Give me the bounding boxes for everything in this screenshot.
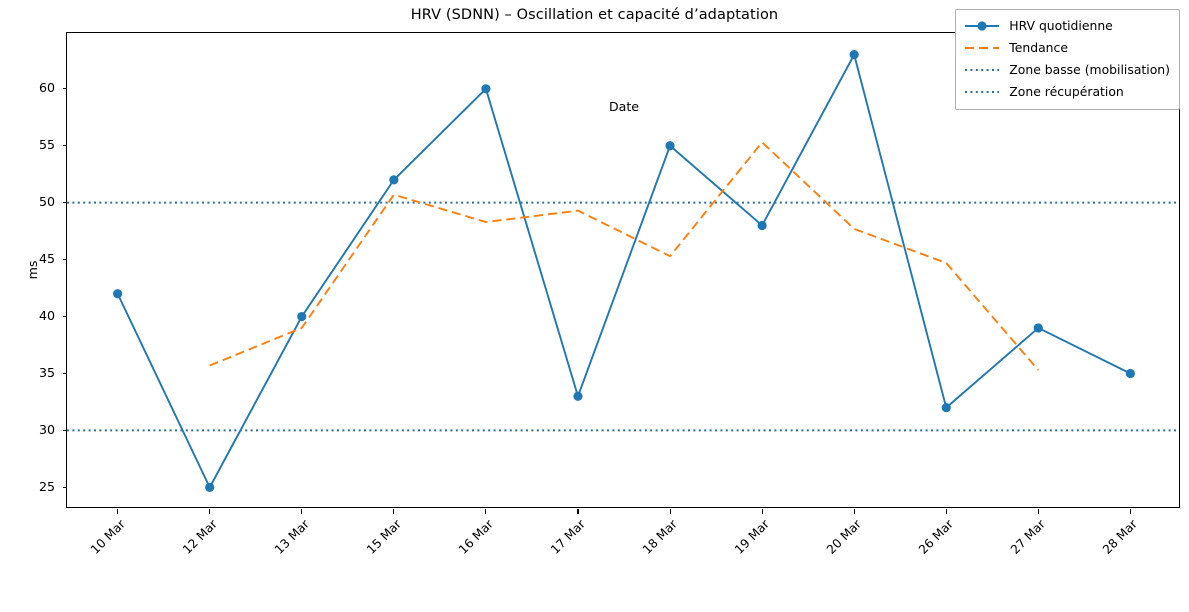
y-tick-mark xyxy=(62,372,67,375)
x-tick-label: 18 Mar xyxy=(640,517,680,557)
data-point-marker xyxy=(113,289,123,299)
y-tick-label: 40 xyxy=(38,308,55,324)
y-tick-label: 45 xyxy=(38,251,55,267)
legend-marker xyxy=(977,21,987,31)
x-tick-label: 20 Mar xyxy=(824,517,865,557)
x-tick-label: 10 Mar xyxy=(87,517,128,557)
x-tick-label: 19 Mar xyxy=(732,517,772,557)
x-tick-label: 12 Mar xyxy=(179,517,220,557)
y-tick-label: 25 xyxy=(38,478,55,494)
y-tick-label: 50 xyxy=(38,194,55,210)
plot-clip xyxy=(67,33,1179,507)
y-tick-mark xyxy=(62,259,67,261)
x-tick-mark xyxy=(117,509,119,514)
legend-swatch xyxy=(964,19,1000,33)
legend-label: Zone basse (mobilisation) xyxy=(1009,61,1170,77)
y-tick-label: 55 xyxy=(38,137,55,153)
x-tick-label: 13 Mar xyxy=(271,517,312,557)
x-tick-mark xyxy=(301,509,303,514)
y-tick-mark xyxy=(62,316,67,318)
legend-item[interactable]: Zone récupération xyxy=(964,81,1170,103)
y-tick-mark xyxy=(62,88,67,90)
data-point-marker xyxy=(941,403,951,413)
x-axis-label: Date xyxy=(608,99,640,114)
x-tick-mark xyxy=(761,509,763,514)
y-tick-mark xyxy=(62,429,67,432)
x-tick-mark xyxy=(853,509,855,514)
legend-swatch xyxy=(964,41,1000,55)
x-tick-mark xyxy=(1129,509,1131,514)
data-point-marker xyxy=(389,175,399,185)
y-tick-mark xyxy=(62,202,67,204)
x-tick-label: 28 Mar xyxy=(1100,517,1141,557)
legend-label: HRV quotidienne xyxy=(1009,17,1113,33)
data-point-marker xyxy=(297,311,307,322)
legend-item[interactable]: Zone basse (mobilisation) xyxy=(964,59,1170,81)
x-tick-mark xyxy=(393,509,395,514)
x-tick-label: 26 Mar xyxy=(916,517,957,557)
legend-label: Tendance xyxy=(1009,39,1068,55)
legend-swatch xyxy=(964,63,1000,77)
legend-item[interactable]: Tendance xyxy=(964,37,1170,59)
data-point-marker xyxy=(573,391,583,401)
data-point-marker xyxy=(1125,368,1135,379)
data-point-marker xyxy=(205,482,215,492)
plot-svg xyxy=(67,50,1179,492)
x-tick-label: 17 Mar xyxy=(547,517,588,557)
y-tick-label: 60 xyxy=(38,80,55,96)
x-tick-mark xyxy=(945,509,947,514)
chart-figure: HRV (SDNN) – Oscillation et capacité d’a… xyxy=(25,7,1180,557)
data-point-marker xyxy=(1033,323,1043,333)
plot-area: ms 25 30 35 40 45 50 55 60 10 Mar 12 Mar 13 Mar 15… xyxy=(25,32,1180,557)
x-tick-mark xyxy=(1037,509,1039,514)
y-tick-mark xyxy=(62,145,67,147)
x-tick-label: 27 Mar xyxy=(1008,517,1049,557)
x-tick-mark xyxy=(485,509,487,514)
legend-label: Zone récupération xyxy=(1009,83,1124,99)
x-tick-mark xyxy=(577,509,579,514)
chart-legend: HRV quotidienne Tendance Zone basse (mobil… xyxy=(955,9,1180,110)
x-tick-label: 16 Mar xyxy=(455,517,496,557)
data-point-marker xyxy=(665,141,675,151)
series-line xyxy=(116,53,1131,489)
legend-item[interactable]: HRV quotidienne xyxy=(964,15,1170,37)
y-tick-mark xyxy=(62,486,67,488)
data-point-marker xyxy=(849,50,859,60)
x-tick-mark xyxy=(209,509,211,514)
y-tick-label: 35 xyxy=(38,364,55,380)
legend-swatch xyxy=(964,85,1000,99)
y-tick-label: 30 xyxy=(38,421,55,437)
chart-title: HRV (SDNN) – Oscillation et capacité d’a… xyxy=(410,7,779,23)
data-point-marker xyxy=(757,220,767,231)
x-tick-label: 15 Mar xyxy=(363,517,404,557)
x-tick-mark xyxy=(669,509,671,514)
series-line xyxy=(209,141,1040,371)
data-point-marker xyxy=(481,84,491,94)
